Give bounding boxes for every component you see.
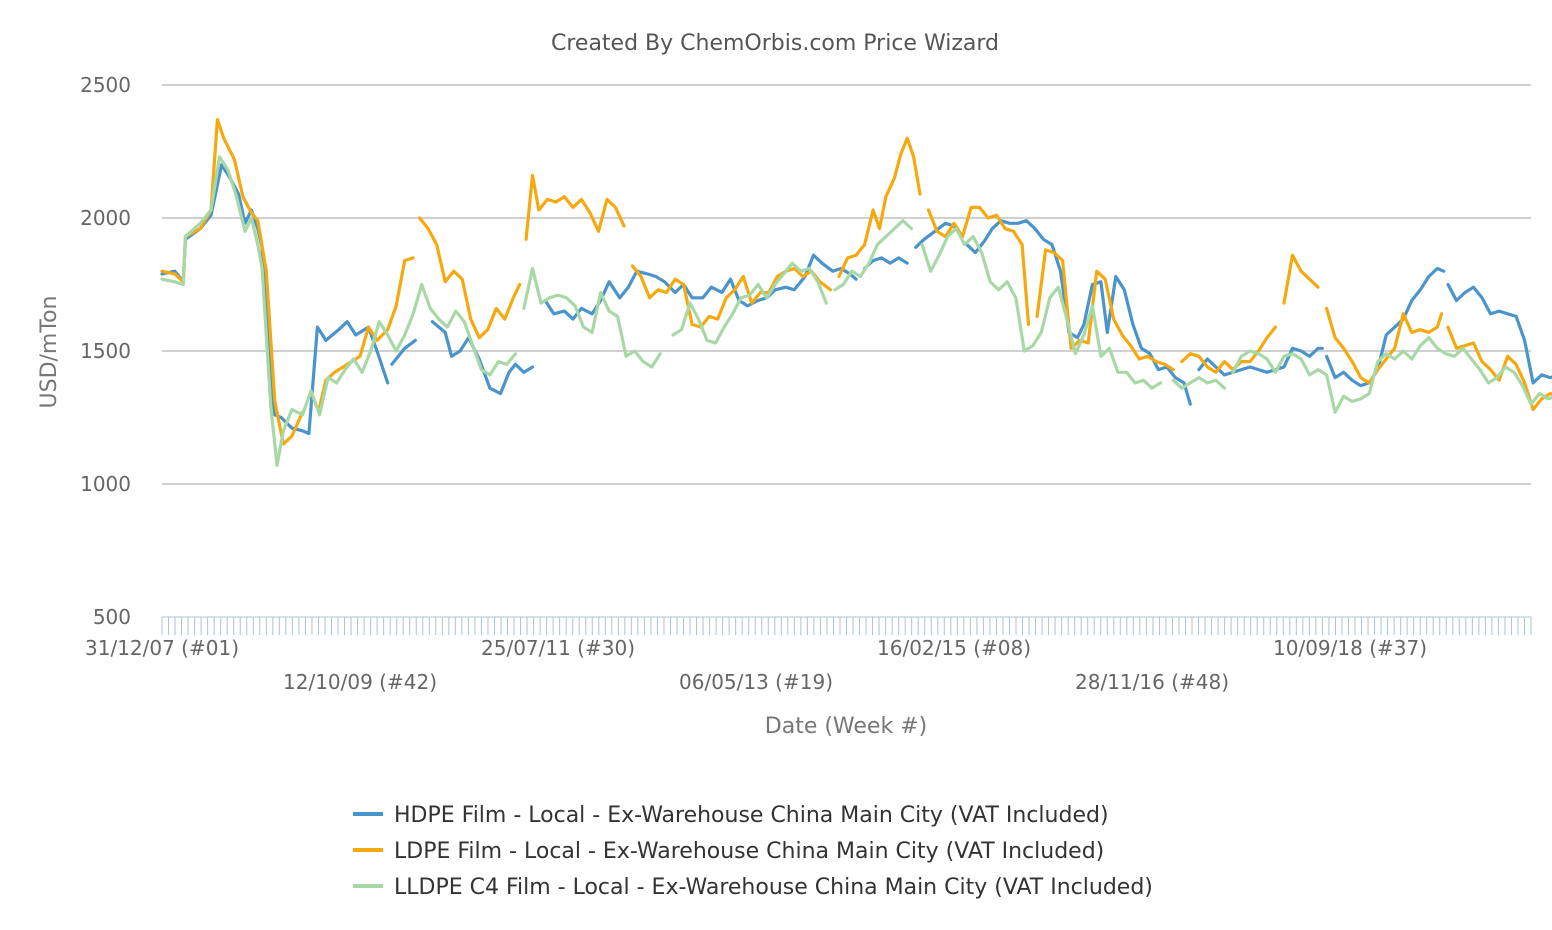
legend-item-3[interactable]: LLDPE C4 Film - Local - Ex-Warehouse Chi… [353, 875, 1153, 900]
y-tick-label: 2000 [80, 206, 131, 230]
legend-label: LLDPE C4 Film - Local - Ex-Warehouse Chi… [394, 875, 1153, 900]
x-axis-title: Date (Week #) [765, 714, 927, 739]
series-line-2 [160, 118, 1552, 446]
y-tick-label: 1000 [80, 472, 131, 496]
x-tick-label: 25/07/11 (#30) [481, 636, 635, 660]
x-axis-ticks: 31/12/07 (#01) 12/10/09 (#42) 25/07/11 (#3… [85, 616, 1532, 694]
y-axis-title: USD/mTon [37, 296, 62, 409]
series-line-3 [160, 155, 1552, 467]
x-tick-label: 10/09/18 (#37) [1273, 636, 1427, 660]
y-tick-label: 1500 [80, 339, 131, 363]
gridlines [162, 84, 1531, 485]
y-axis-ticks: 500 1000 1500 2000 2500 [80, 73, 131, 629]
y-tick-label: 500 [93, 605, 131, 629]
legend[interactable]: HDPE Film - Local - Ex-Warehouse China M… [353, 803, 1153, 900]
x-tick-label: 06/05/13 (#19) [679, 670, 833, 694]
series-lines [160, 118, 1552, 467]
y-tick-label: 2500 [80, 73, 131, 97]
legend-label: LDPE Film - Local - Ex-Warehouse China M… [394, 839, 1104, 864]
chart-title: Created By ChemOrbis.com Price Wizard [551, 31, 999, 56]
x-tick-label: 28/11/16 (#48) [1075, 670, 1229, 694]
series-line-1 [160, 163, 1552, 436]
x-tick-label: 16/02/15 (#08) [877, 636, 1031, 660]
x-tick-label: 12/10/09 (#42) [283, 670, 437, 694]
x-tick-label: 31/12/07 (#01) [85, 636, 239, 660]
legend-item-2[interactable]: LDPE Film - Local - Ex-Warehouse China M… [353, 839, 1104, 864]
legend-label: HDPE Film - Local - Ex-Warehouse China M… [394, 803, 1109, 828]
legend-item-1[interactable]: HDPE Film - Local - Ex-Warehouse China M… [353, 803, 1109, 828]
